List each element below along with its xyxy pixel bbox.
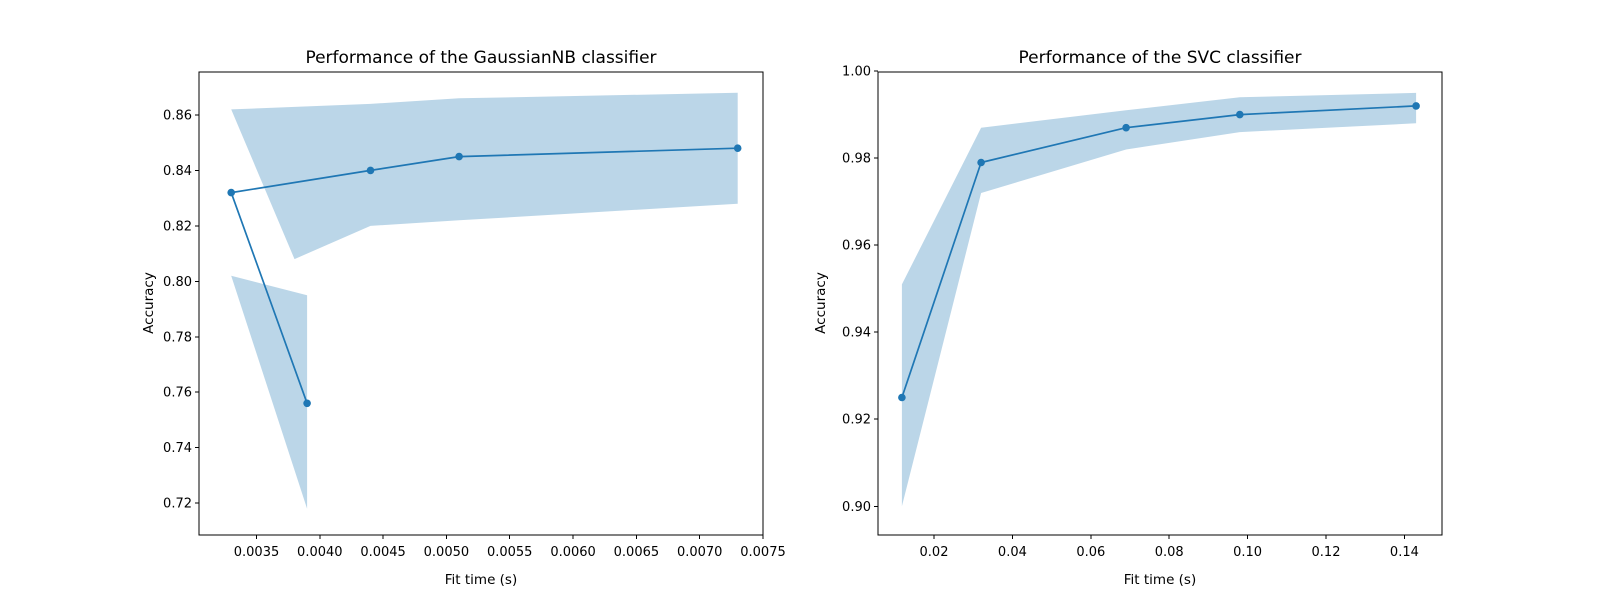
x-tick-label: 0.06 <box>1076 545 1105 560</box>
plot-area: 0.02 0.04 0.06 0.08 0.10 0.12 0.14 0.90 0.92 0.94… <box>842 65 1443 560</box>
y-tick-label: 0.76 <box>163 386 192 401</box>
chart-title: Performance of the SVC classifier <box>1019 48 1302 68</box>
x-tick-label: 0.14 <box>1390 545 1419 560</box>
x-tick-label: 0.0065 <box>614 545 660 560</box>
y-tick-label: 0.90 <box>842 500 871 515</box>
confidence-band <box>231 275 308 509</box>
confidence-band <box>231 92 738 260</box>
y-tick-label: 1.00 <box>842 65 871 80</box>
data-point <box>1122 123 1130 132</box>
y-tick-label: 0.86 <box>163 109 192 124</box>
data-point <box>366 166 375 175</box>
plot-frame <box>198 71 764 536</box>
y-tick-label: 0.84 <box>163 164 192 179</box>
y-axis-label: Accuracy <box>141 272 157 334</box>
y-tick-label: 0.98 <box>842 152 871 167</box>
x-tick-label: 0.0035 <box>234 545 280 560</box>
svc-performance-chart: 0.02 0.04 0.06 0.08 0.10 0.12 0.14 0.90 0.92 0.94… <box>813 48 1443 588</box>
data-point <box>733 144 742 152</box>
x-tick-label: 0.0040 <box>297 545 343 560</box>
data-point <box>455 152 463 161</box>
x-tick-label: 0.0055 <box>487 545 533 560</box>
data-point <box>1236 110 1244 119</box>
plot-frame <box>877 71 1443 536</box>
data-point <box>977 158 985 167</box>
x-tick-label: 0.0045 <box>360 545 406 560</box>
x-tick-label: 0.08 <box>1155 545 1184 560</box>
gaussiannb-performance-chart: 0.0035 0.0040 0.0045 0.0050 0.0055 0.0060 0.00… <box>141 48 786 588</box>
y-tick-label: 0.78 <box>163 330 192 345</box>
y-tick-label: 0.72 <box>163 497 192 512</box>
y-axis-label: Accuracy <box>813 272 829 334</box>
chart-title: Performance of the GaussianNB classifier <box>305 48 656 68</box>
x-axis-label: Fit time (s) <box>445 572 517 588</box>
x-tick-label: 0.10 <box>1233 545 1262 560</box>
y-tick-label: 0.92 <box>842 413 871 428</box>
y-tick-label: 0.80 <box>163 275 192 290</box>
confidence-band <box>901 92 1417 507</box>
y-tick-label: 0.74 <box>163 441 192 456</box>
x-tick-label: 0.0070 <box>677 545 723 560</box>
x-tick-label: 0.04 <box>998 545 1027 560</box>
plot-area: 0.0035 0.0040 0.0045 0.0050 0.0055 0.0060 0.00… <box>163 71 786 560</box>
data-point <box>1412 102 1420 110</box>
y-tick-label: 0.96 <box>842 239 871 254</box>
data-point <box>898 393 906 402</box>
y-tick-label: 0.94 <box>842 326 871 341</box>
x-tick-label: 0.0060 <box>550 545 596 560</box>
data-point <box>303 399 311 408</box>
x-tick-label: 0.0050 <box>424 545 470 560</box>
x-axis-label: Fit time (s) <box>1124 572 1196 588</box>
y-tick-label: 0.82 <box>163 219 192 234</box>
data-point <box>227 188 235 197</box>
x-tick-label: 0.0075 <box>740 545 786 560</box>
x-tick-label: 0.02 <box>920 545 949 560</box>
x-tick-label: 0.12 <box>1312 545 1341 560</box>
